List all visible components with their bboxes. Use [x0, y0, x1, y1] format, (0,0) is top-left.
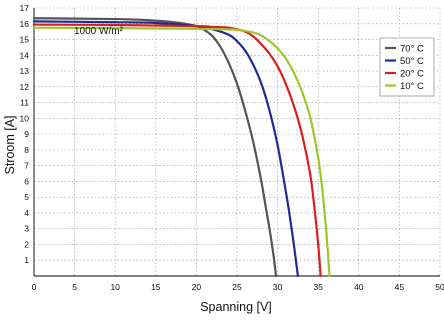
x-tick-label: 5 — [72, 282, 77, 292]
y-tick-label: 6 — [24, 176, 29, 186]
series-line-2 — [32, 23, 322, 278]
y-axis-title: Stroom [A] — [3, 115, 17, 174]
x-tick-label: 15 — [151, 282, 161, 292]
y-tick-label: 13 — [20, 66, 30, 76]
legend-label: 10° C — [400, 81, 424, 92]
series-line-1 — [32, 20, 299, 278]
y-tick-label: 16 — [20, 19, 30, 29]
y-tick-label: 3 — [24, 224, 29, 234]
y-tick-label: 9 — [24, 129, 29, 139]
x-tick-label: 30 — [273, 282, 283, 292]
y-tick-label: 10 — [20, 113, 30, 123]
y-tick-label: 2 — [24, 239, 29, 249]
legend-label: 70° C — [400, 43, 424, 54]
legend-label: 20° C — [400, 68, 424, 79]
axes-layer — [33, 8, 440, 277]
y-tick-label: 1 — [24, 255, 29, 265]
x-tick-label: 35 — [313, 282, 323, 292]
y-tick-label: 15 — [20, 35, 30, 45]
x-tick-label: 20 — [192, 282, 202, 292]
y-tick-label: 11 — [20, 98, 29, 108]
irradiance-annotation: 1000 W/m² — [74, 26, 124, 37]
series-line-3 — [32, 26, 331, 278]
legend-label: 50° C — [400, 56, 424, 67]
x-tick-label: 0 — [32, 282, 37, 292]
grid-layer — [34, 7, 441, 276]
series-line-0 — [32, 17, 278, 278]
x-tick-label: 45 — [395, 282, 405, 292]
x-tick-label: 10 — [110, 282, 120, 292]
y-tick-label: 4 — [24, 208, 29, 218]
y-tick-label: 12 — [20, 82, 30, 92]
x-axis-title: Spanning [V] — [200, 300, 272, 314]
x-tick-label: 25 — [232, 282, 242, 292]
x-tick-label: 50 — [435, 282, 444, 292]
legend: 70° C 50° C20° C 10° C — [379, 37, 435, 97]
y-tick-label: 8 — [24, 145, 29, 155]
y-tick-label: 14 — [20, 50, 30, 60]
series-layer — [32, 17, 331, 278]
y-tick-label: 7 — [24, 161, 29, 171]
x-tick-label: 40 — [354, 282, 364, 292]
y-tick-label: 5 — [24, 192, 29, 202]
y-tick-label: 17 — [20, 3, 30, 13]
